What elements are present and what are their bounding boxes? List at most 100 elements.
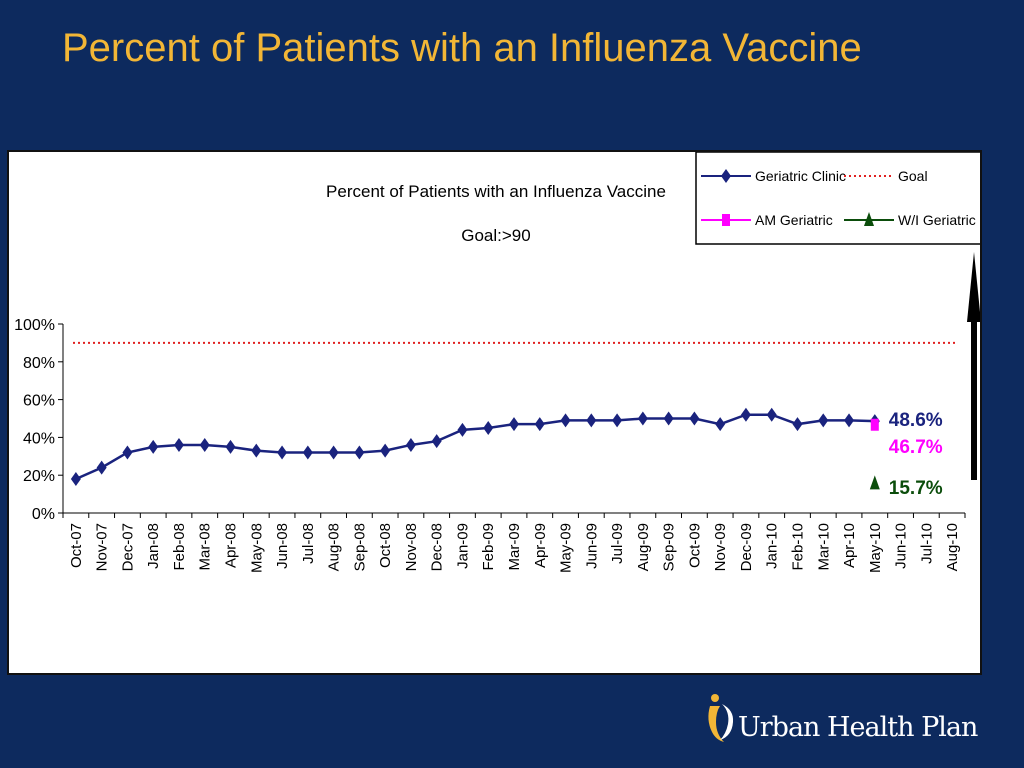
data-point <box>483 420 494 435</box>
data-point <box>534 417 545 432</box>
data-point <box>612 413 623 428</box>
x-tick-label: Jul-10 <box>918 523 935 564</box>
legend-label: AM Geriatric <box>755 212 833 228</box>
x-tick-label: Apr-10 <box>841 523 858 568</box>
data-point <box>251 443 262 458</box>
data-point <box>173 437 184 452</box>
legend-box <box>695 152 980 245</box>
x-tick-label: Mar-09 <box>506 523 523 571</box>
x-tick-label: Feb-08 <box>171 523 188 571</box>
x-tick-label: Aug-10 <box>944 523 961 571</box>
x-tick-label: Jun-09 <box>583 523 600 569</box>
x-tick-label: Nov-08 <box>403 523 420 571</box>
data-point <box>277 445 288 460</box>
x-tick-label: Aug-09 <box>635 523 652 571</box>
legend-label: Goal <box>898 168 928 184</box>
data-point <box>509 417 519 432</box>
data-point <box>225 439 236 454</box>
chart-title: Percent of Patients with an Influenza Va… <box>326 182 666 201</box>
y-tick-label: 60% <box>23 393 55 410</box>
data-point <box>354 445 365 460</box>
y-tick-label: 40% <box>23 430 55 447</box>
chart-subtitle: Goal:>90 <box>461 226 530 245</box>
data-label: 48.6% <box>889 410 943 431</box>
x-tick-label: Jan-08 <box>145 523 162 569</box>
data-point <box>122 445 133 460</box>
legend: Geriatric Clinic Goal AM Geriatric W/I Geri… <box>695 152 980 245</box>
data-point <box>70 471 81 486</box>
x-tick-label: Jan-10 <box>764 523 781 569</box>
data-point <box>431 434 442 449</box>
data-point <box>722 214 730 226</box>
x-tick-label: Jul-09 <box>609 523 626 564</box>
data-point <box>560 413 571 428</box>
chart-panel: Percent of Patients with an Influenza Va… <box>7 150 982 675</box>
x-tick-label: Nov-09 <box>712 523 729 571</box>
x-tick-label: Jan-09 <box>454 523 471 569</box>
plot-area: 48.6% 46.7% 15.7% <box>70 341 955 499</box>
x-tick-label: Apr-08 <box>223 523 240 568</box>
data-point <box>302 445 313 460</box>
y-tick-label: 0% <box>32 506 55 523</box>
data-point <box>792 417 803 432</box>
x-tick-label: Jun-08 <box>274 523 291 569</box>
x-tick-label: Sep-08 <box>351 523 368 571</box>
axes: 100% 80% 60% 40% 20% 0% Oct-07 Nov-07 Dec-07 Jan-… <box>14 317 966 573</box>
x-tick-label: Apr-09 <box>532 523 549 568</box>
data-point <box>328 445 339 460</box>
data-point <box>721 169 731 183</box>
data-point <box>380 443 391 458</box>
data-point <box>199 437 210 452</box>
data-point <box>740 407 751 422</box>
up-arrow-icon <box>967 252 980 480</box>
data-label: 15.7% <box>889 478 943 499</box>
data-point <box>637 411 648 426</box>
data-point <box>586 413 597 428</box>
x-tick-label: Feb-10 <box>789 523 806 571</box>
data-point <box>870 418 879 431</box>
x-tick-label: Mar-10 <box>815 523 832 571</box>
data-point <box>689 411 700 426</box>
data-point <box>766 407 777 422</box>
y-tick-label: 100% <box>14 317 55 334</box>
x-tick-label: Jul-08 <box>300 523 317 564</box>
x-tick-label: Dec-09 <box>738 523 755 571</box>
data-point <box>715 417 726 432</box>
y-tick-label: 80% <box>23 355 55 372</box>
x-tick-label: Dec-07 <box>119 523 136 571</box>
x-tick-label: Oct-07 <box>68 523 85 568</box>
x-tick-label: May-10 <box>867 523 884 573</box>
x-tick-label: Jun-10 <box>893 523 910 569</box>
data-point <box>864 212 874 226</box>
y-tick-label: 20% <box>23 468 55 485</box>
data-point <box>457 422 468 437</box>
x-tick-label: Feb-09 <box>480 523 497 571</box>
x-tick-label: May-08 <box>248 523 265 573</box>
x-tick-label: Oct-08 <box>377 523 394 568</box>
data-point <box>148 439 159 454</box>
line-chart: Percent of Patients with an Influenza Va… <box>14 152 980 573</box>
logo-text: Urban Health Plan <box>738 712 978 743</box>
arrow-head <box>967 252 980 322</box>
data-point <box>818 413 829 428</box>
legend-label: Geriatric Clinic <box>755 168 846 184</box>
data-point <box>663 411 674 426</box>
logo-mark-icon <box>708 694 734 742</box>
data-label: 46.7% <box>889 437 943 458</box>
x-tick-label: Nov-07 <box>94 523 111 571</box>
x-tick-label: Dec-08 <box>429 523 446 571</box>
data-point <box>844 413 855 428</box>
legend-label: W/I Geriatric <box>898 212 976 228</box>
x-tick-label: Aug-08 <box>326 523 343 571</box>
x-tick-label: May-09 <box>558 523 575 573</box>
arrow-shaft <box>971 302 977 480</box>
series-line <box>75 413 875 481</box>
data-point <box>96 460 107 475</box>
data-point <box>869 475 880 490</box>
x-tick-label: Mar-08 <box>197 523 214 571</box>
data-point <box>405 437 416 452</box>
x-tick-label: Oct-09 <box>686 523 703 568</box>
slide-title: Percent of Patients with an Influenza Va… <box>62 26 862 70</box>
x-tick-label: Sep-09 <box>661 523 678 571</box>
urban-health-plan-logo: Urban Health Plan <box>704 690 994 750</box>
